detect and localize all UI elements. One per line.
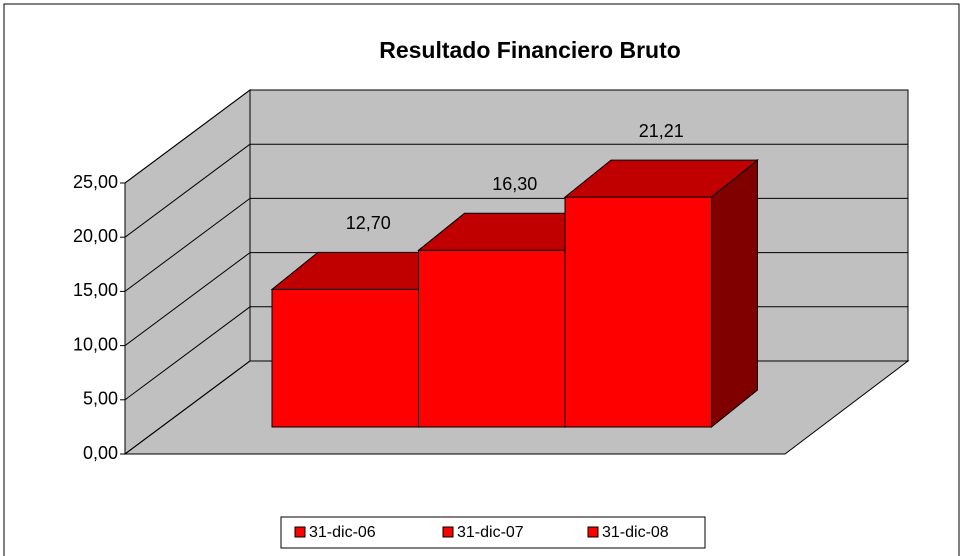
bar	[271, 288, 419, 428]
legend-label: 31-dic-07	[457, 524, 524, 541]
grid-line	[124, 360, 251, 455]
bar-top	[563, 159, 759, 198]
legend-label: 31-dic-08	[602, 524, 669, 541]
data-label: 21,21	[639, 121, 684, 141]
legend-swatch	[587, 526, 599, 538]
grid-line	[124, 89, 251, 184]
data-label: 16,30	[492, 174, 537, 194]
bar	[418, 249, 566, 428]
chart-title: Resultado Financiero Bruto	[379, 37, 681, 63]
y-tick-label: 20,00	[73, 226, 118, 246]
bar	[564, 196, 712, 428]
y-tick-label: 0,00	[83, 443, 118, 463]
y-tick-label: 15,00	[73, 280, 118, 300]
grid-line	[124, 197, 251, 292]
bar-side	[711, 159, 758, 429]
legend-label: 31-dic-06	[309, 524, 376, 541]
legend-box	[280, 516, 706, 549]
y-tick-label: 5,00	[83, 389, 118, 409]
data-label: 12,70	[346, 213, 391, 233]
grid-line	[124, 143, 251, 238]
y-tick-label: 10,00	[73, 334, 118, 354]
y-tick-label: 25,00	[73, 172, 118, 192]
grid-line	[124, 252, 251, 347]
legend-swatch	[294, 526, 306, 538]
legend-swatch	[442, 526, 454, 538]
grid-line	[124, 306, 251, 401]
